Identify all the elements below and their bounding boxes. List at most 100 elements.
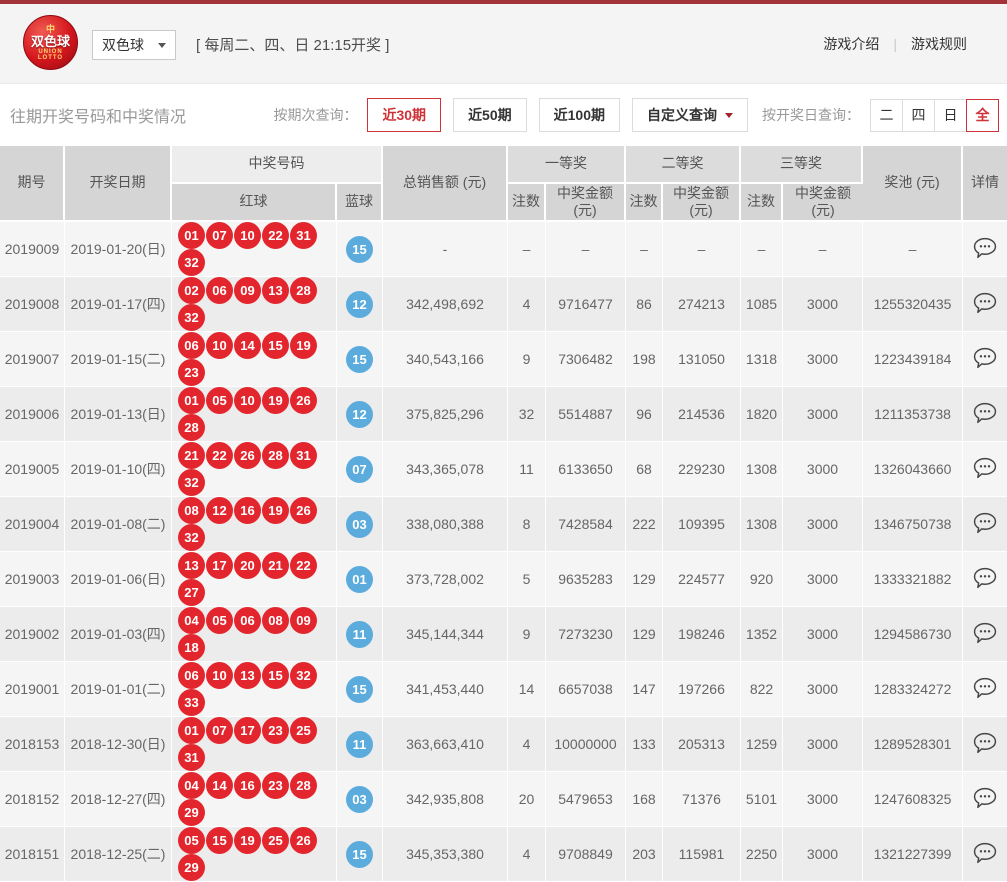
comment-bubble-icon[interactable] — [973, 677, 997, 699]
date-cell: 2019-01-03(四) — [65, 607, 172, 662]
first-prize-amount-cell: 5479653 — [546, 772, 626, 827]
comment-bubble-icon[interactable] — [973, 622, 997, 644]
red-balls: 08 12 16 19 26 32 — [178, 497, 318, 551]
comment-bubble-icon[interactable] — [973, 512, 997, 534]
third-prize-count-cell: 1308 — [741, 497, 783, 552]
third-prize-count-cell: 1259 — [741, 717, 783, 772]
col-header-first-prize: 一等奖 — [508, 146, 626, 184]
red-ball: 01 — [178, 717, 205, 744]
red-ball: 12 — [206, 497, 233, 524]
red-ball: 27 — [178, 579, 205, 606]
date-cell: 2019-01-17(四) — [65, 277, 172, 332]
red-ball: 01 — [178, 222, 205, 249]
first-prize-count-cell: 5 — [508, 552, 546, 607]
second-prize-amount-cell: 198246 — [663, 607, 741, 662]
sales-cell: 342,498,692 — [383, 277, 508, 332]
blue-ball-cell: 07 — [337, 442, 383, 497]
blue-ball-cell: 01 — [337, 552, 383, 607]
detail-cell — [963, 717, 1007, 772]
first-prize-count-cell: – — [508, 222, 546, 277]
red-ball: 21 — [262, 552, 289, 579]
period-cell: 2019002 — [0, 607, 65, 662]
sales-cell: 338,080,388 — [383, 497, 508, 552]
blue-ball: 15 — [346, 235, 373, 263]
day-thu-button[interactable]: 四 — [902, 98, 935, 132]
custom-query-dropdown[interactable]: 自定义查询 — [632, 98, 748, 132]
day-all-button[interactable]: 全 — [966, 98, 999, 132]
period-cell: 2019006 — [0, 387, 65, 442]
day-sun-button[interactable]: 日 — [934, 98, 967, 132]
third-prize-amount-cell: 3000 — [783, 387, 863, 442]
day-tue-button[interactable]: 二 — [870, 98, 903, 132]
game-intro-link[interactable]: 游戏介绍 — [823, 36, 880, 52]
second-prize-count-cell: – — [626, 222, 663, 277]
red-balls: 06 10 14 15 19 23 — [178, 332, 318, 386]
header-links: 游戏介绍 | 游戏规则 — [823, 4, 967, 84]
blue-ball-cell: 03 — [337, 497, 383, 552]
results-table-head: 期号 开奖日期 中奖号码 总销售额 (元) 一等奖 二等奖 三等奖 奖池 (元)… — [0, 146, 1007, 222]
comment-bubble-icon[interactable] — [973, 457, 997, 479]
red-ball: 10 — [234, 222, 261, 249]
red-ball: 01 — [178, 387, 205, 414]
red-ball: 13 — [234, 662, 261, 689]
red-ball: 08 — [178, 497, 205, 524]
red-ball: 06 — [206, 277, 233, 304]
recent-50-button[interactable]: 近50期 — [453, 98, 527, 132]
date-cell: 2019-01-10(四) — [65, 442, 172, 497]
recent-100-button[interactable]: 近100期 — [538, 98, 620, 132]
red-ball: 28 — [178, 414, 205, 441]
comment-bubble-icon[interactable] — [973, 347, 997, 369]
detail-cell — [963, 442, 1007, 497]
period-cell: 2018153 — [0, 717, 65, 772]
first-prize-amount-cell: 10000000 — [546, 717, 626, 772]
chevron-down-icon — [725, 112, 733, 118]
sales-cell: 340,543,166 — [383, 332, 508, 387]
recent-30-button[interactable]: 近30期 — [367, 98, 442, 132]
comment-bubble-icon[interactable] — [973, 787, 997, 809]
blue-ball-cell: 03 — [337, 772, 383, 827]
red-balls: 01 07 17 23 25 31 — [178, 717, 318, 771]
game-rules-link[interactable]: 游戏规则 — [911, 36, 967, 52]
red-ball: 10 — [206, 662, 233, 689]
red-ball: 09 — [290, 607, 317, 634]
red-ball: 14 — [234, 332, 261, 359]
red-ball: 32 — [178, 469, 205, 496]
period-cell: 2019005 — [0, 442, 65, 497]
comment-bubble-icon[interactable] — [973, 732, 997, 754]
red-ball: 07 — [206, 222, 233, 249]
date-cell: 2019-01-20(日) — [65, 222, 172, 277]
date-cell: 2019-01-13(日) — [65, 387, 172, 442]
second-prize-amount-cell: 109395 — [663, 497, 741, 552]
red-ball: 15 — [262, 332, 289, 359]
first-prize-count-cell: 4 — [508, 277, 546, 332]
blue-ball: 12 — [346, 400, 373, 428]
first-prize-amount-cell: 9635283 — [546, 552, 626, 607]
detail-cell — [963, 222, 1007, 277]
blue-ball-cell: 11 — [337, 717, 383, 772]
period-cell: 2019004 — [0, 497, 65, 552]
comment-bubble-icon[interactable] — [973, 292, 997, 314]
comment-bubble-icon[interactable] — [973, 237, 997, 259]
blue-ball-cell: 15 — [337, 662, 383, 717]
comment-bubble-icon[interactable] — [973, 842, 997, 864]
red-ball: 25 — [290, 717, 317, 744]
game-select-dropdown[interactable]: 双色球 — [92, 30, 176, 60]
third-prize-amount-cell: 3000 — [783, 277, 863, 332]
blue-ball: 15 — [346, 675, 373, 703]
table-row: 2019007 2019-01-15(二) 06 10 14 15 1923 15 34… — [0, 332, 1007, 387]
second-prize-count-cell: 96 — [626, 387, 663, 442]
comment-bubble-icon[interactable] — [973, 402, 997, 424]
date-cell: 2018-12-27(四) — [65, 772, 172, 827]
table-row: 2019002 2019-01-03(四) 04 05 06 08 09 18 11 34… — [0, 607, 1007, 662]
second-prize-count-cell: 222 — [626, 497, 663, 552]
red-balls-cell: 04 05 06 08 09 18 — [172, 607, 337, 662]
third-prize-amount-cell: 3000 — [783, 717, 863, 772]
red-balls: 04 14 16 23 28 29 — [178, 772, 318, 826]
period-cell: 2018152 — [0, 772, 65, 827]
comment-bubble-icon[interactable] — [973, 567, 997, 589]
prize-pool-cell: 1211353738 — [863, 387, 963, 442]
detail-cell — [963, 497, 1007, 552]
red-ball: 26 — [290, 827, 317, 854]
red-ball: 26 — [290, 497, 317, 524]
second-prize-count-cell: 129 — [626, 607, 663, 662]
